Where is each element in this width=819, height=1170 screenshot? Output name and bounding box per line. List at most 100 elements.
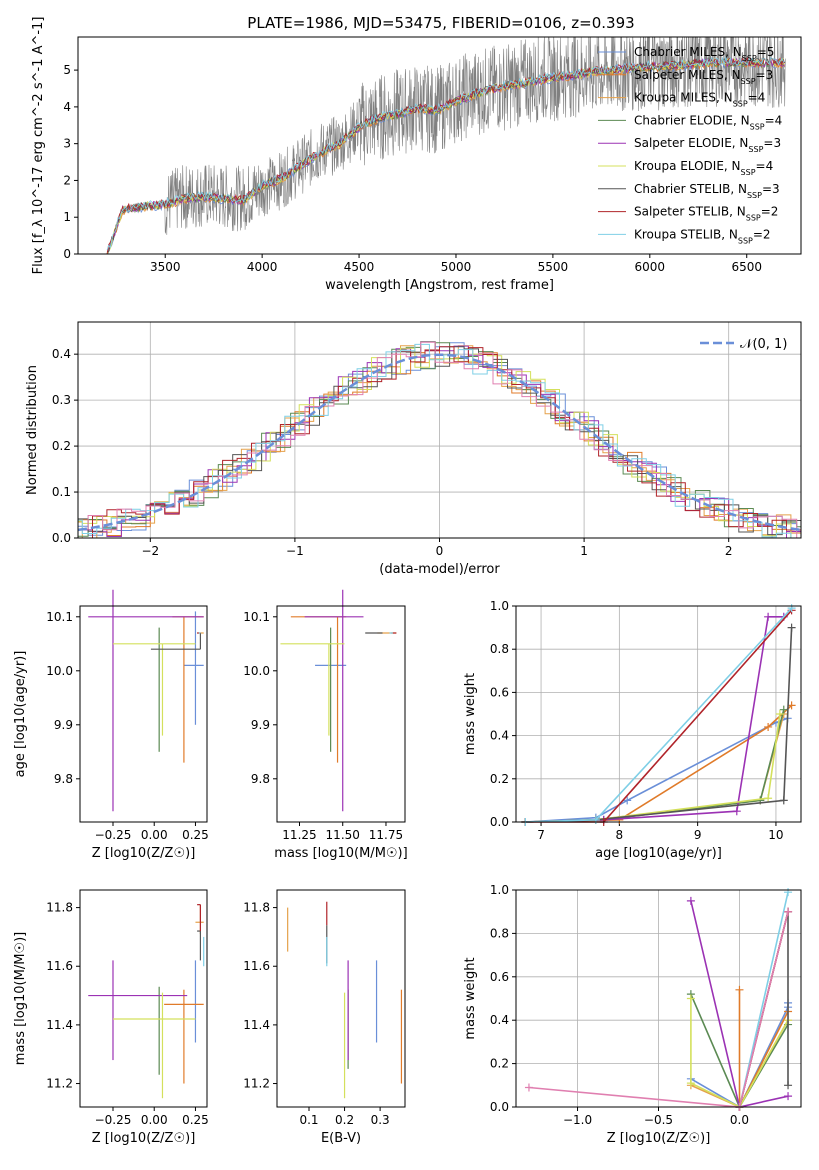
legend-subscript: SSP	[741, 76, 756, 85]
y-axis-label: mass weight	[463, 673, 478, 755]
y-tick-label: 1	[63, 210, 71, 224]
model-spectrum-3	[106, 58, 785, 254]
errorbar-point	[150, 633, 202, 650]
x-tick-label: 0.25	[182, 828, 209, 842]
legend-subscript: SSP	[733, 99, 748, 108]
errorbar-point	[172, 616, 204, 763]
y-tick-label: 11.6	[46, 959, 73, 973]
y-axis-label: Normed distribution	[25, 365, 40, 495]
legend-count: =4	[756, 159, 774, 173]
y-tick-label: 11.6	[243, 959, 270, 973]
y-tick-label: 0.2	[490, 772, 509, 786]
weight-marker	[787, 701, 796, 710]
y-tick-label: 0.2	[490, 1057, 509, 1071]
y-tick-label: 1.0	[490, 883, 509, 897]
y-tick-label: 3	[63, 137, 71, 151]
model-spectrum-8	[106, 56, 785, 251]
y-tick-label: 0.8	[490, 642, 509, 656]
y-tick-label: 0.0	[52, 531, 71, 545]
spectrum-legend: Chabrier MILES, NSSP=5 Salpeter MILES, NS…	[598, 45, 782, 245]
errorbar-point	[280, 643, 345, 736]
weight-vs-age-panel: 7 8 9 10 0.0 0.2 0.4 0.6 0.8 1.0 age [log10(age/yr…	[463, 599, 802, 861]
legend-label: Salpeter STELIB, NSSP=2	[634, 205, 778, 223]
spectrum-panel: 3500 4000 4500 5000 5500 6000 6500 0 1 2 3 4 5 wavele…	[31, 17, 802, 293]
weight-marker	[735, 985, 744, 994]
mass-vs-Z-panel: −0.25 0.00 0.25 11.2 11.4 11.6 11.8 Z [log10(Z/…	[13, 889, 209, 1146]
legend-subscript: SSP	[748, 145, 763, 154]
legend-count: =3	[763, 136, 781, 150]
weight-marker	[764, 612, 773, 621]
x-tick-label: 0.00	[141, 1113, 168, 1127]
y-axis-label: Flux [f_λ 10^-17 erg cm^-2 s^-1 A^-1]	[31, 17, 46, 275]
errorbar-point	[88, 960, 188, 1061]
weight-line-2	[525, 713, 785, 823]
y-tick-label: 1.0	[490, 599, 509, 613]
x-tick-label: 0.3	[371, 1113, 390, 1127]
weight-marker	[686, 1079, 695, 1088]
x-tick-label: 4500	[344, 260, 375, 274]
y-tick-label: 0.4	[490, 1013, 509, 1027]
model-spectrum-7	[106, 56, 786, 254]
weight-vs-Z-panel: −1.0 −0.5 0.0 0.0 0.2 0.4 0.6 0.8 1.0 Z [log10(Z/…	[463, 883, 802, 1146]
weight-marker	[784, 907, 793, 916]
histogram-7	[78, 346, 801, 538]
y-tick-label: 0.0	[490, 815, 509, 829]
model-spectrum-1	[106, 59, 786, 254]
weight-marker	[787, 623, 796, 632]
y-tick-label: 5	[63, 63, 71, 77]
y-tick-label: 11.4	[243, 1018, 270, 1032]
x-axis-label: (data-model)/error	[379, 562, 500, 577]
y-tick-label: 2	[63, 173, 71, 187]
y-tick-label: 9.8	[251, 772, 270, 786]
x-axis-label: age [log10(age/yr)]	[595, 846, 722, 861]
y-tick-label: 0.1	[52, 485, 71, 499]
legend-subscript: SSP	[741, 168, 756, 177]
errorbar-point	[183, 611, 204, 725]
weight-marker	[524, 1083, 533, 1092]
weight-marker	[784, 1081, 793, 1090]
x-tick-label: 11.75	[369, 828, 403, 842]
histogram-8	[78, 343, 801, 538]
x-tick-label: 9	[694, 828, 702, 842]
weight-marker	[779, 796, 788, 805]
x-tick-label: 10	[768, 828, 783, 842]
y-axis-label: mass [log10(M/M☉)]	[13, 932, 28, 1065]
x-tick-label: 0.0	[730, 1113, 749, 1127]
y-tick-label: 0.0	[490, 1100, 509, 1114]
weight-marker	[784, 888, 793, 897]
weight-marker	[764, 722, 773, 731]
age-vs-mass-panel: 11.25 11.50 11.75 9.8 9.9 10.0 10.1 mass [log10…	[243, 589, 408, 861]
errorbar-point	[88, 589, 204, 812]
y-tick-label: 11.8	[46, 901, 73, 915]
model-spectrum-4	[106, 57, 785, 253]
y-tick-label: 0.3	[52, 393, 71, 407]
y-tick-label: 11.4	[46, 1018, 73, 1032]
errorbar-point	[197, 904, 202, 932]
x-tick-label: 0.25	[182, 1113, 209, 1127]
axes-frame	[77, 36, 802, 255]
weight-marker	[591, 815, 600, 824]
mass-vs-ebv-panel: 0.1 0.2 0.3 11.2 11.4 11.6 11.8 E(B-V)	[243, 889, 406, 1146]
y-tick-label: 4	[63, 100, 71, 114]
x-tick-label: 0.00	[141, 828, 168, 842]
weight-line-4	[525, 616, 784, 823]
y-tick-label: 10.1	[243, 610, 270, 624]
y-tick-label: 0.6	[490, 685, 509, 699]
legend-subscript: SSP	[742, 54, 757, 63]
x-tick-label: 4000	[247, 260, 278, 274]
legend-label: Kroupa MILES, NSSP=4	[634, 91, 765, 109]
x-tick-label: 5000	[441, 260, 472, 274]
axes-frame	[276, 889, 406, 1108]
x-tick-label: 5500	[538, 260, 569, 274]
x-tick-label: 3500	[150, 260, 181, 274]
y-tick-label: 0.2	[52, 439, 71, 453]
model-spectrum-5	[106, 57, 786, 254]
x-tick-label: 6500	[731, 260, 762, 274]
weight-marker	[764, 794, 773, 803]
y-axis-label: mass weight	[463, 957, 478, 1039]
x-axis-label: Z [log10(Z/Z☉)]	[92, 846, 196, 861]
y-tick-label: 10.0	[46, 664, 73, 678]
legend-label: Chabrier ELODIE, NSSP=4	[634, 113, 782, 130]
y-tick-label: 0.4	[490, 729, 509, 743]
